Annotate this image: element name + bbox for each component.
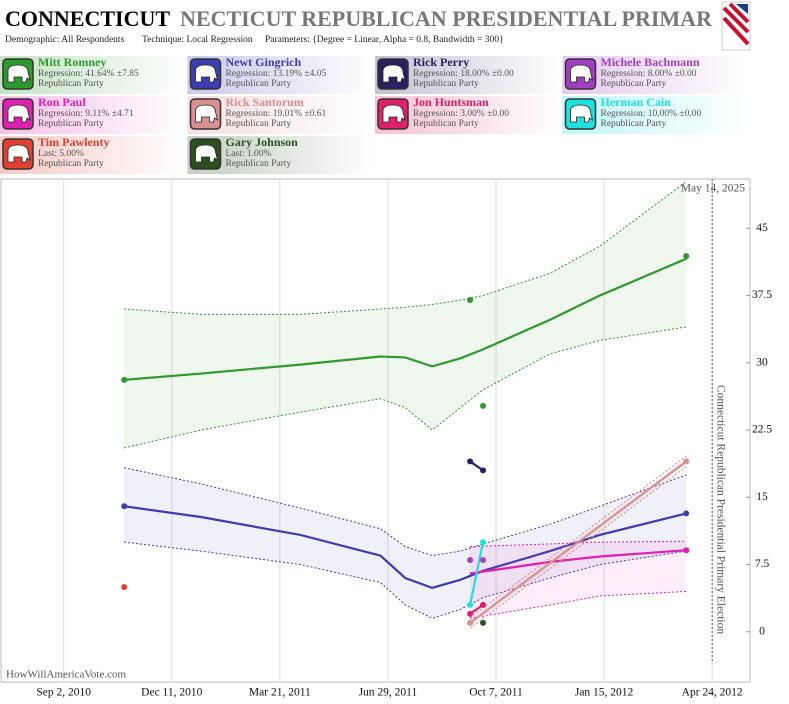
elephant (195, 104, 219, 123)
legend-detail: Regression: 18.00% ±0.00 (413, 69, 514, 79)
y-tick-label: 30 (756, 356, 768, 368)
x-tick-label: Jun 29, 2011 (359, 687, 418, 699)
poll-point (480, 557, 487, 564)
plot-frame (0, 178, 751, 683)
y-tick-label: 0 (759, 625, 765, 637)
poll-point (480, 619, 487, 626)
legend-name: Jon Huntsman (413, 95, 489, 109)
y-tick-label: 45 (756, 222, 768, 234)
flag-icon (721, 1, 751, 51)
band (470, 541, 687, 619)
legend-party: Republican Party (226, 159, 292, 169)
legend-party: Republican Party (38, 119, 104, 129)
band-edge (470, 540, 687, 548)
watermark: HowWillAmericaVote.com (6, 669, 126, 681)
elephant (7, 104, 31, 123)
legend-detail: Regression: 3.00% ±0.00 (413, 109, 509, 119)
band-edge (469, 455, 687, 618)
x-tick-label: Oct 7, 2011 (469, 687, 523, 699)
trend-line (469, 460, 687, 624)
legend-name: Ron Paul (38, 95, 86, 109)
x-tick-label: Dec 11, 2010 (141, 687, 202, 699)
legend-detail: Regression: 9.11% ±4.71 (38, 109, 134, 119)
band (124, 467, 687, 619)
elephant (7, 64, 31, 83)
poll-point (121, 503, 128, 510)
title-scroll: NECTICUT REPUBLICAN PRESIDENTIAL PRIMAR (180, 6, 713, 31)
y-tick-label: 22.5 (752, 424, 772, 436)
legend-detail: Last: 1.00% (226, 149, 272, 159)
trend-line (468, 541, 485, 606)
band-edge (124, 181, 687, 315)
technique: Technique: Local Regression (142, 35, 253, 45)
band-edge (124, 541, 687, 619)
legend-detail: Regression: 8.00% ±0.00 (601, 69, 697, 79)
poll-point (121, 376, 128, 383)
elephant (195, 64, 219, 83)
legend-party: Republican Party (601, 119, 667, 129)
legend-detail: Regression: 10.00% ±0.00 (601, 109, 702, 119)
legend-party: Republican Party (413, 119, 479, 129)
elephant (195, 144, 219, 163)
poll-point (467, 557, 474, 564)
date-label: May 14, 2025 (681, 183, 745, 195)
y-tick-label: 37.5 (752, 289, 772, 301)
demographic: Demographic: All Respondents (5, 35, 125, 45)
poll-point (480, 467, 487, 474)
parameters: Parameters: {Degree = Linear, Alpha = 0.… (265, 35, 504, 45)
legend-name: Tim Pawlenty (38, 135, 109, 149)
band-edge (124, 326, 687, 449)
poll-point (683, 547, 690, 554)
legend-party: Republican Party (38, 79, 104, 89)
poll-point (683, 458, 690, 465)
poll-point (467, 458, 474, 465)
legend-name: Newt Gingrich (226, 55, 302, 69)
elephant (570, 104, 594, 123)
title: CONNECTICUT (5, 6, 170, 31)
poll-point (467, 610, 474, 617)
y-tick-label: 7.5 (755, 558, 770, 570)
legend-detail: Regression: 41.64% ±7.85 (38, 69, 139, 79)
poll-point (683, 253, 690, 260)
legend-party: Republican Party (601, 79, 667, 89)
legend-party: Republican Party (413, 79, 479, 89)
elephant (570, 64, 594, 83)
poll-point (480, 402, 487, 409)
legend-detail: Regression: 19.01% ±0.61 (226, 109, 327, 119)
band-edge (469, 590, 687, 619)
trend-line (124, 257, 687, 381)
poll-point (467, 297, 474, 304)
legend-detail: Regression: 13.19% ±4.05 (226, 69, 327, 79)
legend-name: Rick Santorum (226, 95, 304, 109)
poll-point (467, 619, 474, 626)
x-tick-label: Jan 15, 2012 (575, 687, 634, 699)
trend-line (469, 549, 687, 575)
elephant (382, 104, 406, 123)
band-edge (469, 466, 687, 629)
y-tick-label: 15 (756, 491, 768, 503)
election-label: Connecticut Republican Presidential Prim… (715, 385, 727, 634)
legend-detail: Last: 5.00% (38, 149, 84, 159)
poll-point (480, 539, 487, 546)
poll-point (683, 510, 690, 517)
band (124, 181, 687, 448)
elephant (382, 64, 406, 83)
legend-name: Gary Johnson (226, 135, 299, 149)
poll-point (467, 601, 474, 608)
x-tick-label: Sep 2, 2010 (36, 687, 91, 699)
poll-point (121, 583, 128, 590)
legend-name: Mitt Romney (38, 55, 106, 69)
x-tick-label: Apr 24, 2012 (682, 687, 743, 699)
legend-party: Republican Party (226, 79, 292, 89)
legend-party: Republican Party (38, 159, 104, 169)
legend-party: Republican Party (226, 119, 292, 129)
legend-name: Rick Perry (413, 55, 469, 69)
poll-point (480, 601, 487, 608)
x-tick-label: Mar 21, 2011 (249, 687, 311, 699)
legend-name: Herman Cain (601, 95, 672, 109)
legend-name: Michele Bachmann (601, 55, 700, 69)
elephant (7, 144, 31, 163)
